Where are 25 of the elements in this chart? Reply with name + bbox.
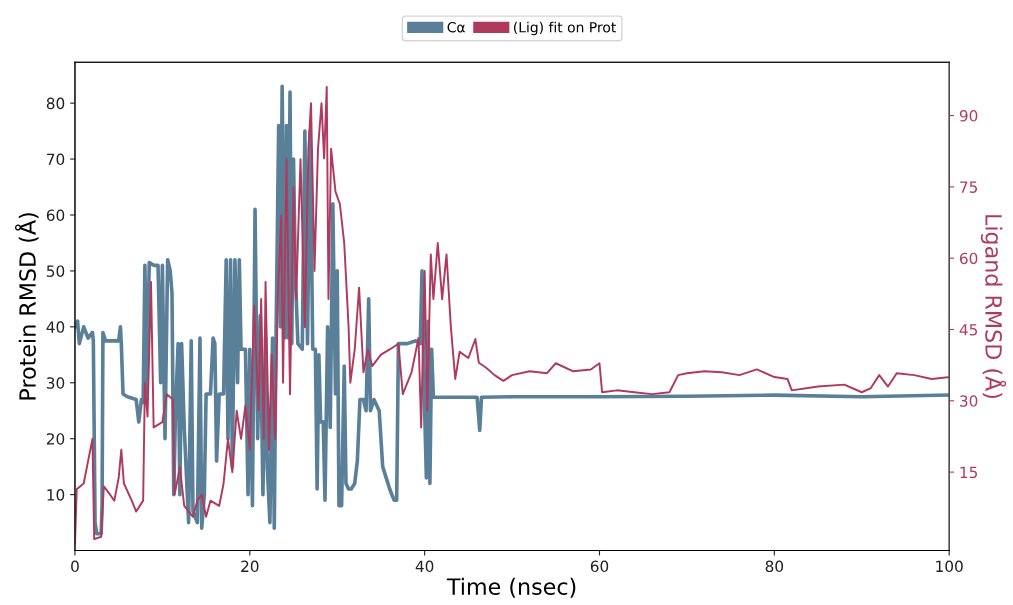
y-tick-label: 10 [47, 489, 65, 501]
x-tick-label: 100 [936, 560, 963, 573]
legend-label: (Lig) fit on Prot [514, 21, 616, 36]
x-tick-label: 40 [415, 560, 434, 573]
y2-tick-label: 75 [960, 181, 978, 193]
y2-tick-label: 60 [959, 252, 978, 265]
legend-label: Cα [447, 21, 465, 33]
y-axis-title: Protein RMSD (Å) [14, 213, 39, 400]
y-tick-label: 70 [47, 153, 65, 166]
y-tick-label: 50 [46, 265, 65, 277]
y2-tick-label: 30 [960, 395, 978, 407]
y-tick-label: 60 [46, 209, 65, 222]
y2-tick-label: 15 [960, 466, 978, 479]
y-tick-label: 30 [46, 377, 65, 389]
y2-axis-title: Ligand RMSD (Å) [980, 215, 1007, 399]
x-axis-title: Time (nsec) [446, 577, 576, 598]
y-tick-label: 20 [46, 433, 65, 445]
y2-tick-label: 90 [959, 110, 978, 122]
y-tick-label: 80 [46, 97, 65, 110]
y-tick-label: 40 [46, 321, 65, 333]
x-tick-label: 20 [241, 560, 259, 573]
x-tick-label: 0 [71, 560, 79, 573]
x-tick-label: 60 [590, 560, 609, 573]
x-tick-label: 80 [765, 560, 784, 573]
y2-tick-label: 45 [959, 324, 978, 336]
